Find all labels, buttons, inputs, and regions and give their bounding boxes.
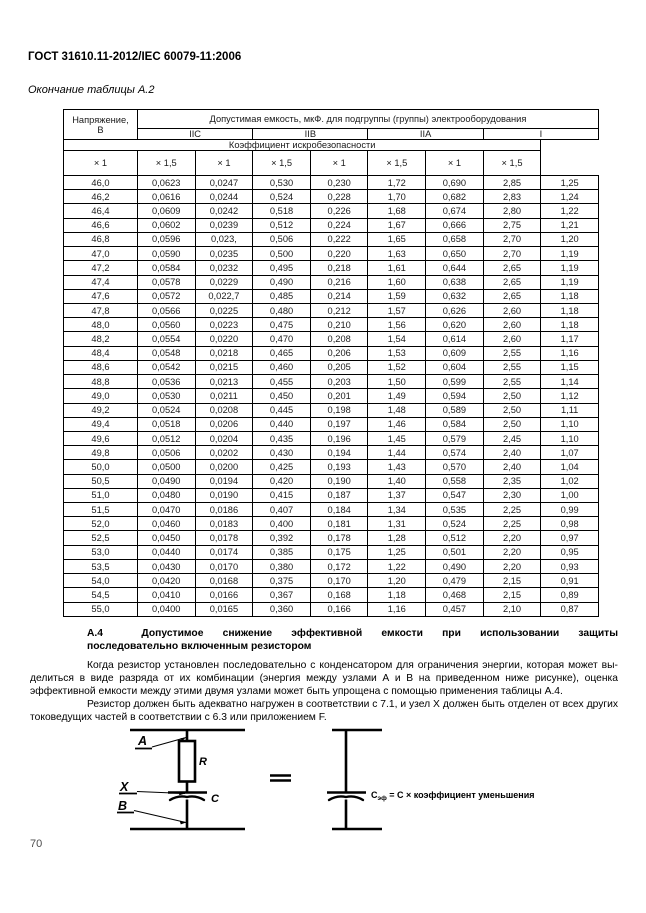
svg-text:B: B xyxy=(118,799,127,813)
svg-text:A: A xyxy=(137,734,147,748)
svg-text:C: C xyxy=(211,793,220,805)
svg-text:X: X xyxy=(119,780,129,794)
svg-text:Cэф = C × коэффициент уменьшен: Cэф = C × коэффициент уменьшения xyxy=(371,790,534,802)
svg-text:R: R xyxy=(199,756,207,768)
